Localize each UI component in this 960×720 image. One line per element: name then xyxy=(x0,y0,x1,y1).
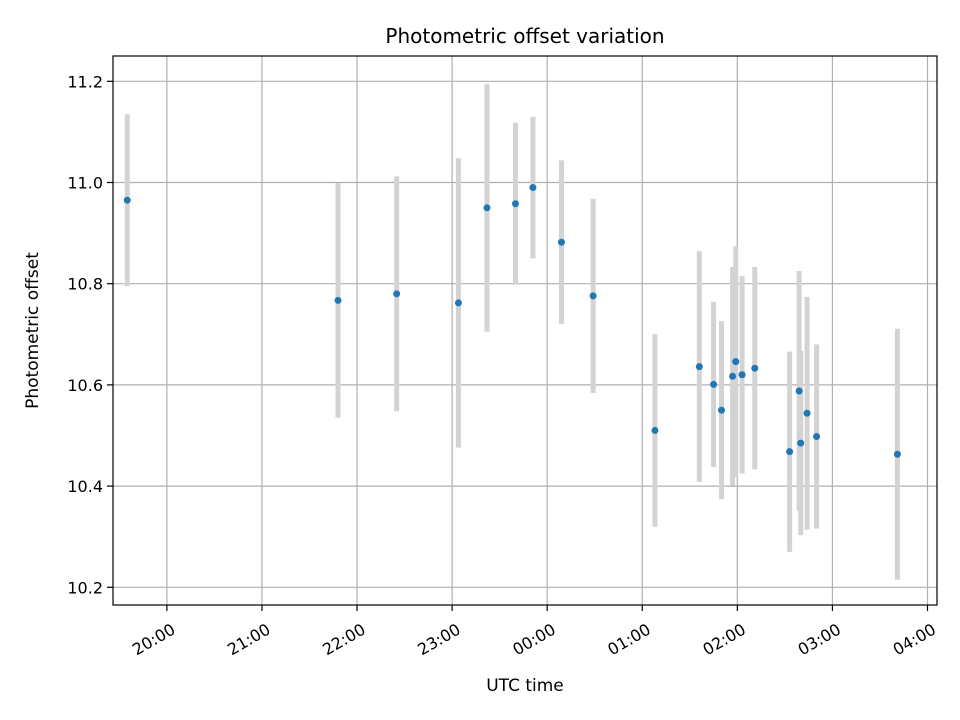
x-tick-label: 23:00 xyxy=(414,620,463,660)
data-point xyxy=(717,406,725,414)
data-point xyxy=(797,439,805,447)
data-point xyxy=(710,380,718,388)
x-tick-label: 01:00 xyxy=(604,620,653,660)
data-point xyxy=(557,238,565,246)
data-point xyxy=(454,299,462,307)
x-axis-ticks: 20:00 21:00 22:00 23:00 00:00 01:00 02:00 03:00… xyxy=(129,605,939,659)
x-tick-label: 20:00 xyxy=(129,620,178,660)
data-point xyxy=(738,371,746,379)
data-points xyxy=(123,184,901,458)
x-tick-label: 03:00 xyxy=(795,620,844,660)
y-tick-label: 11.2 xyxy=(67,72,103,91)
data-point xyxy=(813,433,821,441)
y-tick-label: 11.0 xyxy=(67,173,103,192)
data-point xyxy=(589,292,597,300)
data-point xyxy=(511,200,519,208)
data-point xyxy=(893,450,901,458)
data-point xyxy=(123,196,131,204)
data-point xyxy=(483,204,491,212)
y-tick-label: 10.8 xyxy=(67,275,103,294)
x-tick-label: 21:00 xyxy=(224,620,273,660)
chart-title: Photometric offset variation xyxy=(385,24,664,48)
x-tick-label: 04:00 xyxy=(890,620,939,660)
x-axis-label: UTC time xyxy=(486,676,564,696)
error-bars xyxy=(124,83,900,580)
x-tick-label: 22:00 xyxy=(319,620,368,660)
y-tick-label: 10.6 xyxy=(67,376,103,395)
y-axis-label: Photometric offset xyxy=(23,252,43,409)
grid xyxy=(113,56,937,605)
data-point xyxy=(651,426,659,434)
x-tick-label: 00:00 xyxy=(509,620,558,660)
data-point xyxy=(786,448,794,456)
plot-frame xyxy=(112,55,938,606)
data-point xyxy=(529,184,537,192)
data-point xyxy=(795,387,803,395)
y-axis-ticks: 10.2 10.4 10.6 10.8 11.0 11.2 xyxy=(67,72,113,597)
data-point xyxy=(803,409,811,417)
data-point xyxy=(393,290,401,298)
y-tick-label: 10.2 xyxy=(67,578,103,597)
y-tick-label: 10.4 xyxy=(67,477,103,496)
x-tick-label: 02:00 xyxy=(700,620,749,660)
data-point xyxy=(695,363,703,371)
data-point xyxy=(732,358,740,366)
data-point xyxy=(751,364,759,372)
data-point xyxy=(334,296,342,304)
data-point xyxy=(729,372,737,380)
